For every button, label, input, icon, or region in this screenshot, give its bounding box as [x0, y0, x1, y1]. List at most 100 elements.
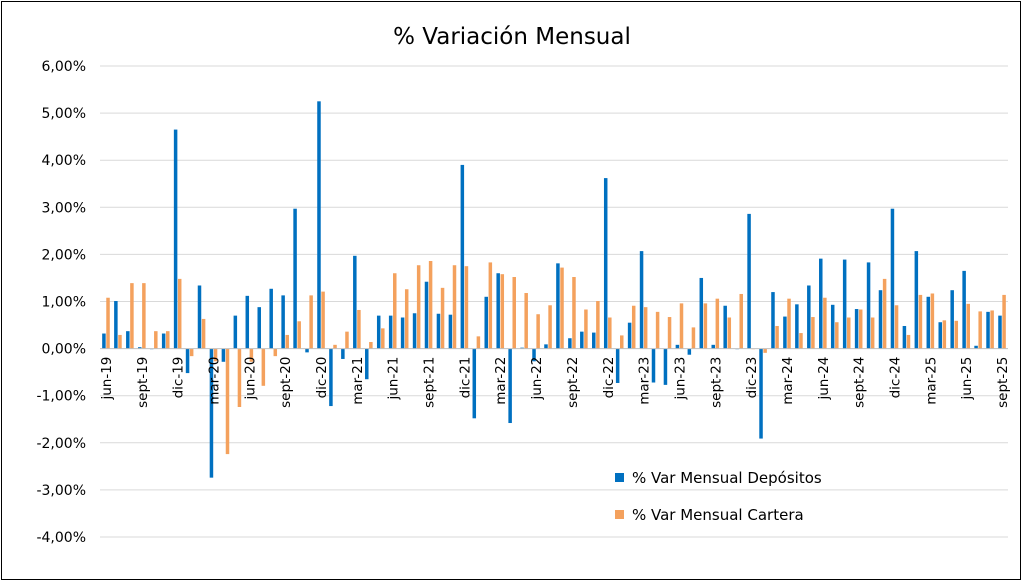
x-tick-label: sept-25	[995, 357, 1011, 408]
bar-cartera-ago-20	[273, 348, 278, 357]
bar-depositos-nov-24	[878, 290, 883, 349]
y-tick-label: -4,00%	[36, 530, 86, 546]
bar-depositos-dic-21	[460, 164, 465, 349]
bar-depositos-jul-24	[830, 304, 835, 349]
bar-cartera-nov-21	[452, 265, 457, 349]
bar-cartera-ene-21	[333, 344, 337, 349]
x-tick-label: sept-22	[565, 357, 581, 408]
bar-depositos-feb-21	[341, 348, 345, 359]
y-tick-label: -3,00%	[36, 483, 86, 499]
y-tick-label: 0,00%	[42, 342, 86, 358]
y-axis-ticks: 6,00% 5,00% 4,00% 3,00% 2,00% 1,00% 0,00% -1,00…	[36, 59, 86, 546]
bar-cartera-oct-24	[870, 317, 875, 349]
bar-depositos-mar-20	[209, 348, 214, 478]
bar-cartera-may-22	[524, 293, 528, 349]
bar-depositos-may-21	[376, 315, 381, 349]
bar-depositos-may-24	[807, 285, 811, 349]
bar-depositos-sept-24	[854, 309, 859, 349]
bar-depositos-may-23	[663, 348, 668, 385]
bar-cartera-abr-25	[942, 320, 947, 349]
bar-cartera-feb-24	[775, 325, 779, 349]
bar-cartera-abr-23	[655, 311, 660, 349]
y-tick-label: 2,00%	[42, 247, 86, 263]
y-tick-label: 5,00%	[42, 106, 86, 122]
bar-depositos-dic-19	[173, 129, 178, 349]
bar-cartera-sept-20	[285, 334, 289, 349]
bar-depositos-ene-23	[615, 348, 620, 383]
bar-depositos-ene-25	[902, 325, 907, 349]
x-tick-label: jun-19	[99, 357, 115, 401]
x-tick-label: sept-23	[708, 357, 724, 408]
bar-cartera-oct-21	[440, 287, 445, 349]
bar-cartera-jul-21	[404, 289, 409, 349]
bar-cartera-ago-21	[416, 265, 421, 349]
bar-depositos-sept-20	[281, 295, 285, 349]
bar-cartera-abr-24	[799, 333, 803, 349]
bar-depositos-dic-23	[747, 213, 751, 349]
x-tick-label: sept-21	[422, 357, 438, 408]
bar-cartera-mar-21	[357, 309, 361, 349]
bar-cartera-ago-24	[847, 317, 851, 349]
bar-cartera-nov-19	[166, 331, 170, 349]
legend-swatch-depositos	[615, 473, 624, 482]
bar-depositos-jul-25	[974, 345, 978, 349]
chart-title: % Variación Mensual	[393, 24, 631, 50]
bar-depositos-sept-19	[138, 347, 142, 349]
bar-cartera-oct-19	[154, 331, 158, 349]
bar-cartera-nov-22	[596, 301, 600, 349]
bar-cartera-mar-22	[500, 274, 505, 349]
bar-depositos-feb-25	[914, 251, 919, 349]
bar-depositos-ago-19	[126, 331, 130, 349]
bar-cartera-may-24	[811, 317, 815, 349]
bar-depositos-abr-23	[651, 348, 656, 383]
bar-depositos-sept-22	[568, 338, 572, 349]
x-tick-label: mar-25	[923, 357, 939, 405]
bar-depositos-oct-21	[436, 313, 441, 349]
bar-depositos-dic-20	[317, 101, 321, 349]
bar-cartera-may-21	[381, 328, 385, 349]
bar-depositos-nov-20	[305, 348, 309, 353]
bar-cartera-ene-22	[476, 336, 481, 349]
y-tick-label: 3,00%	[42, 200, 86, 216]
bar-depositos-oct-24	[866, 262, 871, 349]
bar-cartera-sept-23	[715, 298, 720, 349]
x-tick-label: dic-23	[744, 357, 760, 399]
bar-cartera-abr-20	[225, 348, 230, 455]
bar-depositos-mar-21	[353, 255, 357, 349]
x-tick-label: mar-22	[493, 357, 509, 405]
bar-depositos-jun-20	[245, 295, 250, 349]
bar-cartera-feb-25	[918, 294, 923, 349]
bar-cartera-jun-23	[679, 303, 684, 349]
bar-depositos-oct-23	[723, 305, 727, 349]
bar-cartera-jul-19	[118, 334, 122, 349]
bar-cartera-feb-23	[631, 305, 636, 349]
bar-depositos-nov-21	[448, 314, 453, 349]
bar-cartera-ene-25	[906, 334, 911, 349]
bar-cartera-ago-23	[703, 303, 708, 349]
bar-depositos-jul-19	[114, 301, 118, 349]
bar-depositos-jun-24	[819, 258, 823, 349]
bar-depositos-abr-22	[508, 348, 512, 424]
bar-depositos-abr-25	[938, 322, 942, 349]
bar-cartera-dic-22	[608, 317, 612, 349]
x-tick-label: mar-24	[780, 357, 796, 405]
x-tick-label: jun-22	[529, 357, 545, 401]
bar-cartera-jul-22	[548, 305, 552, 349]
bar-depositos-jun-22	[532, 348, 536, 362]
bar-depositos-feb-23	[627, 322, 632, 349]
y-tick-label: -2,00%	[36, 436, 86, 452]
bar-cartera-mar-25	[930, 293, 935, 349]
bar-cartera-sept-19	[142, 283, 146, 349]
bar-depositos-sept-25	[998, 315, 1002, 349]
bar-cartera-feb-21	[345, 331, 349, 349]
legend-label-depositos: % Var Mensual Depósitos	[632, 469, 822, 487]
bar-depositos-mar-25	[926, 296, 931, 349]
bar-cartera-dic-20	[321, 291, 325, 349]
bar-depositos-mar-22	[496, 273, 500, 349]
bar-depositos-ago-25	[986, 311, 990, 349]
x-tick-label: jun-20	[242, 357, 258, 401]
x-tick-label: mar-21	[350, 357, 366, 405]
bar-cartera-ago-22	[560, 267, 564, 349]
